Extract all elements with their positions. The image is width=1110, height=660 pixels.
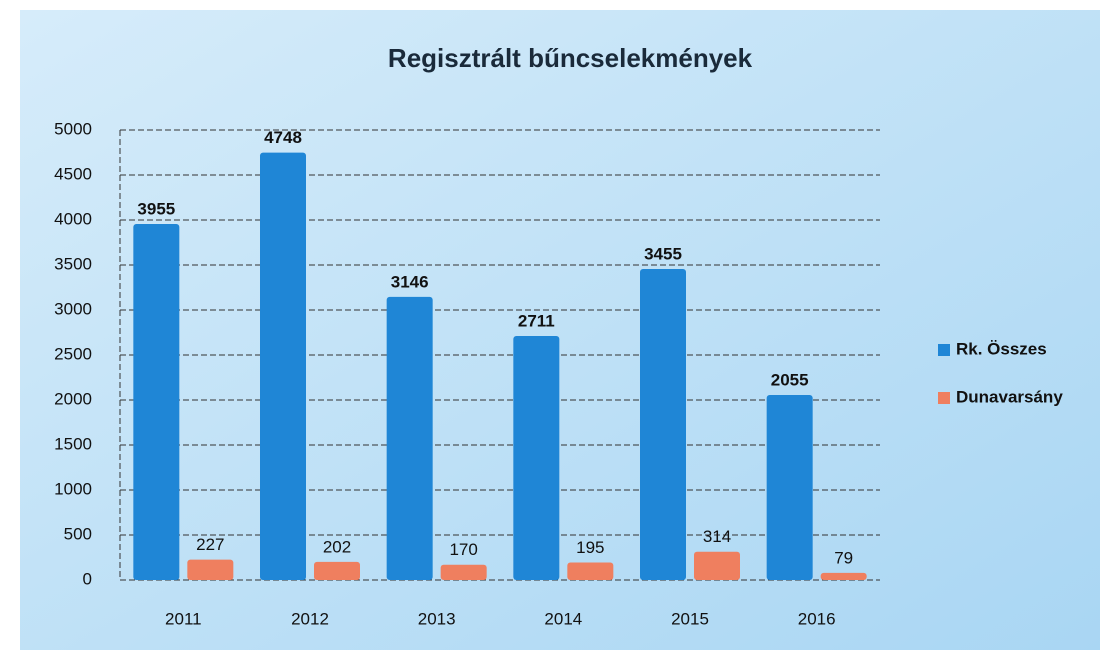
value-label: 227 xyxy=(196,535,224,554)
background xyxy=(20,10,1100,650)
x-tick-label: 2016 xyxy=(798,609,836,628)
x-tick-label: 2011 xyxy=(165,609,202,628)
bar xyxy=(820,572,867,580)
y-tick-label: 2000 xyxy=(54,389,92,408)
value-label: 79 xyxy=(834,548,853,567)
bar xyxy=(513,336,560,580)
bar xyxy=(260,152,306,580)
x-tick-label: 2012 xyxy=(291,609,329,628)
bar xyxy=(314,561,360,580)
value-label: 170 xyxy=(449,540,477,559)
legend-label: Dunavarsány xyxy=(956,387,1063,406)
bar xyxy=(766,395,813,580)
y-tick-label: 3500 xyxy=(54,254,92,273)
value-label: 2711 xyxy=(518,311,555,330)
y-tick-label: 1500 xyxy=(54,434,92,453)
y-tick-label: 1000 xyxy=(54,479,92,498)
value-label: 195 xyxy=(576,538,604,557)
legend-swatch xyxy=(938,392,950,404)
y-tick-label: 0 xyxy=(83,569,92,588)
bar xyxy=(694,551,740,580)
bar xyxy=(133,224,180,581)
value-label: 4748 xyxy=(264,128,302,147)
x-tick-label: 2014 xyxy=(544,609,582,628)
y-tick-label: 4000 xyxy=(54,209,92,228)
value-label: 3455 xyxy=(644,245,682,264)
legend-label: Rk. Összes xyxy=(956,339,1047,358)
bar xyxy=(440,564,487,580)
y-tick-label: 5000 xyxy=(54,119,92,138)
x-tick-label: 2013 xyxy=(418,609,456,628)
y-tick-label: 3000 xyxy=(54,299,92,318)
value-label: 3955 xyxy=(137,200,175,219)
legend-swatch xyxy=(938,344,950,356)
value-label: 202 xyxy=(323,537,351,556)
y-tick-label: 4500 xyxy=(54,164,92,183)
chart-title: Regisztrált bűncselekmények xyxy=(388,43,753,73)
bar xyxy=(640,269,686,580)
value-label: 3146 xyxy=(391,272,429,291)
bar xyxy=(386,296,433,580)
x-tick-label: 2015 xyxy=(671,609,709,628)
bar xyxy=(187,559,234,580)
value-label: 314 xyxy=(703,527,731,546)
y-tick-label: 500 xyxy=(64,524,92,543)
value-label: 2055 xyxy=(771,371,809,390)
bar xyxy=(567,562,614,580)
y-tick-label: 2500 xyxy=(54,344,92,363)
